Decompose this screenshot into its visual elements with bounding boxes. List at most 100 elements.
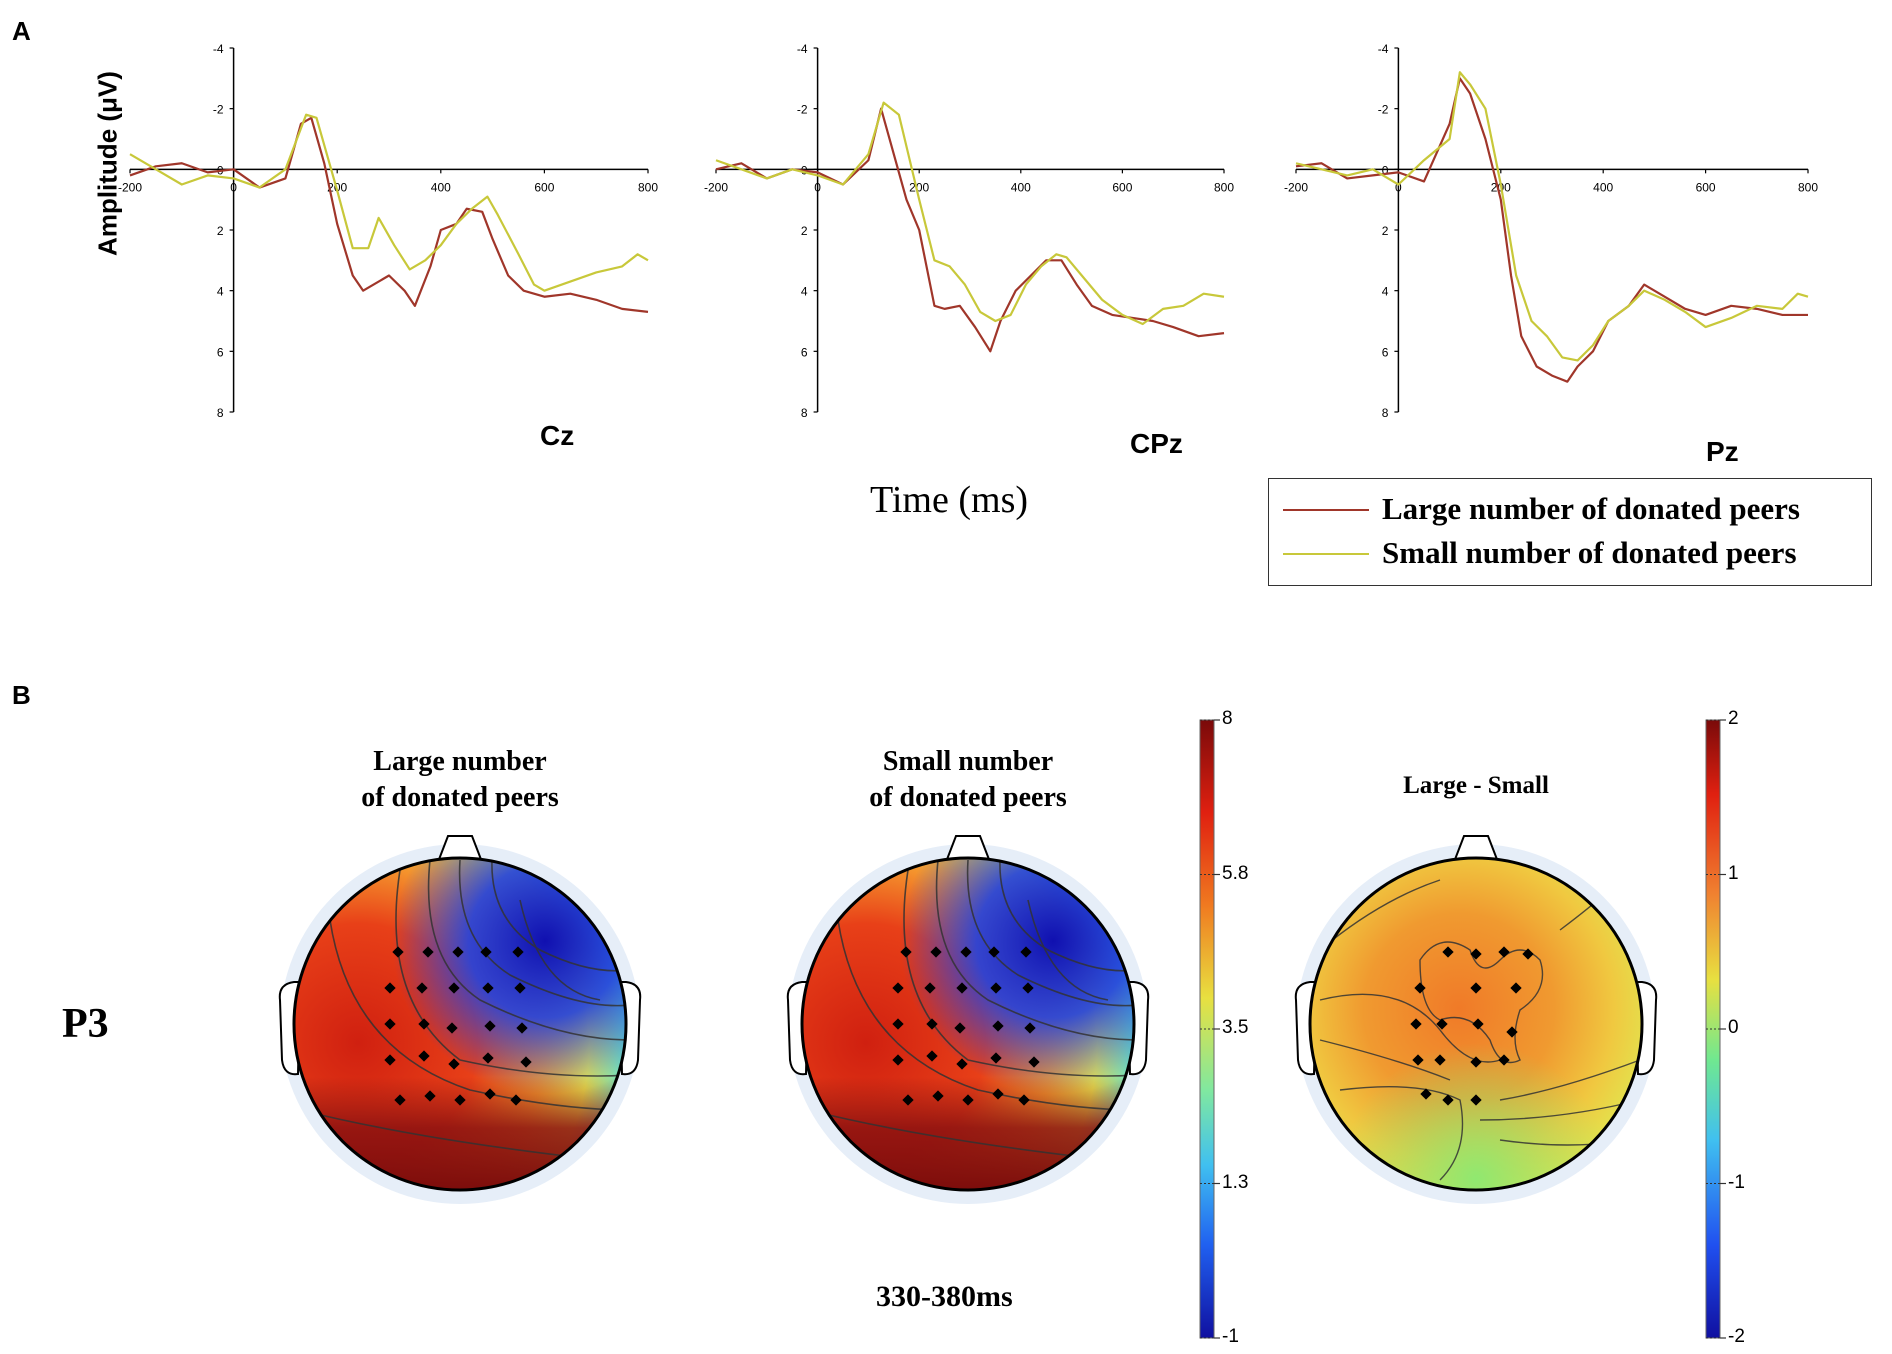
x-tick-label: 200	[909, 180, 929, 194]
y-tick-label: 8	[1382, 406, 1389, 420]
legend-label-small: Small number of donated peers	[1382, 535, 1797, 570]
electrode-marker	[1020, 946, 1032, 958]
colorbar-tick-label: -2	[1728, 1326, 1745, 1347]
legend-label-large: Large number of donated peers	[1382, 491, 1800, 526]
x-tick-label: 400	[431, 180, 451, 194]
topomap-difference	[1294, 835, 1658, 1204]
colorbar-tick-label: 5.8	[1222, 862, 1249, 884]
topomap-large	[278, 835, 642, 1204]
x-tick-label: 0	[814, 180, 821, 194]
series-line-large	[129, 116, 649, 313]
electrode-marker	[1436, 1018, 1448, 1030]
y-tick-label: 4	[1382, 285, 1389, 299]
legend: Large number of donated peers Small numb…	[1268, 478, 1872, 586]
electrode-marker	[990, 982, 1002, 994]
x-tick-label: 600	[1112, 180, 1132, 194]
map-title-small: Small number of donated peers	[869, 746, 1067, 813]
time-window-label: 330-380ms	[876, 1280, 1013, 1313]
electrode-marker	[1510, 982, 1522, 994]
series-line-small	[1295, 71, 1809, 362]
y-tick-label: 8	[801, 406, 808, 420]
electrode-marker	[1410, 1018, 1422, 1030]
electrode-marker	[446, 1022, 458, 1034]
head-outline	[292, 856, 628, 1192]
y-tick-label: -2	[797, 103, 808, 117]
electrode-marker	[418, 1018, 430, 1030]
electrode-marker	[924, 982, 936, 994]
series-line-large	[1295, 77, 1808, 383]
electrode-marker	[1472, 1018, 1484, 1030]
x-tick-label: -200	[118, 180, 142, 194]
electrode-marker	[892, 1054, 904, 1066]
electrode-marker	[516, 1022, 528, 1034]
electrode-marker	[960, 946, 972, 958]
electrode-marker	[418, 1050, 430, 1062]
electrode-marker	[1420, 1088, 1432, 1100]
y-tick-label: -4	[1378, 42, 1389, 56]
electrode-marker	[452, 946, 464, 958]
y-tick-label: 2	[801, 224, 808, 238]
x-tick-label: 800	[1214, 180, 1234, 194]
panel-a-label: A	[12, 16, 31, 46]
y-tick-label: 6	[1382, 345, 1389, 359]
series-line-small	[715, 101, 1225, 326]
topomap-small	[786, 835, 1150, 1204]
electrode-marker	[1470, 1056, 1482, 1068]
x-tick-label: 800	[638, 180, 658, 194]
colorbar-tick-label: 3.5	[1222, 1017, 1249, 1038]
electrode-marker	[480, 946, 492, 958]
electrode-marker	[484, 1088, 496, 1100]
x-tick-label: 800	[1798, 180, 1818, 194]
y-tick-label: -4	[213, 42, 224, 56]
electrode-marker	[454, 1094, 466, 1106]
electrode-marker	[1412, 1054, 1424, 1066]
electrode-marker	[510, 1094, 522, 1106]
channel-label-cpz: CPz	[1130, 428, 1183, 459]
electrode-marker	[392, 946, 404, 958]
map-title-large: Large number of donated peers	[361, 746, 559, 813]
electrode-marker	[384, 982, 396, 994]
map-title-diff: Large - Small	[1403, 772, 1549, 799]
colorbar-tick-label: -1	[1728, 1171, 1745, 1193]
electrode-marker	[988, 946, 1000, 958]
channel-label-cz: Cz	[540, 420, 575, 451]
electrode-marker	[1018, 1094, 1030, 1106]
x-tick-label: 600	[534, 180, 554, 194]
electrode-marker	[954, 1022, 966, 1034]
y-tick-label: -2	[1378, 103, 1389, 117]
electrode-marker	[448, 1058, 460, 1070]
electrode-marker	[892, 982, 904, 994]
series-line-large	[715, 107, 1225, 353]
electrode-marker	[1470, 982, 1482, 994]
legend-item-large: Large number of donated peers	[1269, 489, 1871, 529]
y-tick-label: 4	[217, 285, 224, 299]
y-tick-label: -4	[797, 42, 808, 56]
electrode-marker	[512, 946, 524, 958]
electrode-marker	[422, 946, 434, 958]
electrode-marker	[1498, 1054, 1510, 1066]
electrode-marker	[448, 982, 460, 994]
x-tick-label: 0	[1395, 180, 1402, 194]
electrode-marker	[990, 1052, 1002, 1064]
electrode-marker	[520, 1056, 532, 1068]
electrode-marker	[416, 982, 428, 994]
colorbar-tick-label: 8	[1222, 708, 1233, 729]
electrode-marker	[1024, 1022, 1036, 1034]
x-tick-label: -200	[1284, 180, 1308, 194]
legend-swatch-large	[1283, 509, 1369, 511]
panel-b-label: B	[12, 680, 31, 710]
x-tick-label: 600	[1696, 180, 1716, 194]
x-tick-label: 400	[1593, 180, 1613, 194]
electrode-marker	[992, 1020, 1004, 1032]
electrode-marker	[926, 1018, 938, 1030]
electrode-marker	[1498, 946, 1510, 958]
y-tick-label: 2	[217, 224, 224, 238]
electrode-marker	[482, 982, 494, 994]
electrode-marker	[1434, 1054, 1446, 1066]
x-axis-label: Time (ms)	[870, 479, 1029, 521]
colorbar-2	[1705, 719, 1721, 1339]
electrode-marker	[902, 1094, 914, 1106]
